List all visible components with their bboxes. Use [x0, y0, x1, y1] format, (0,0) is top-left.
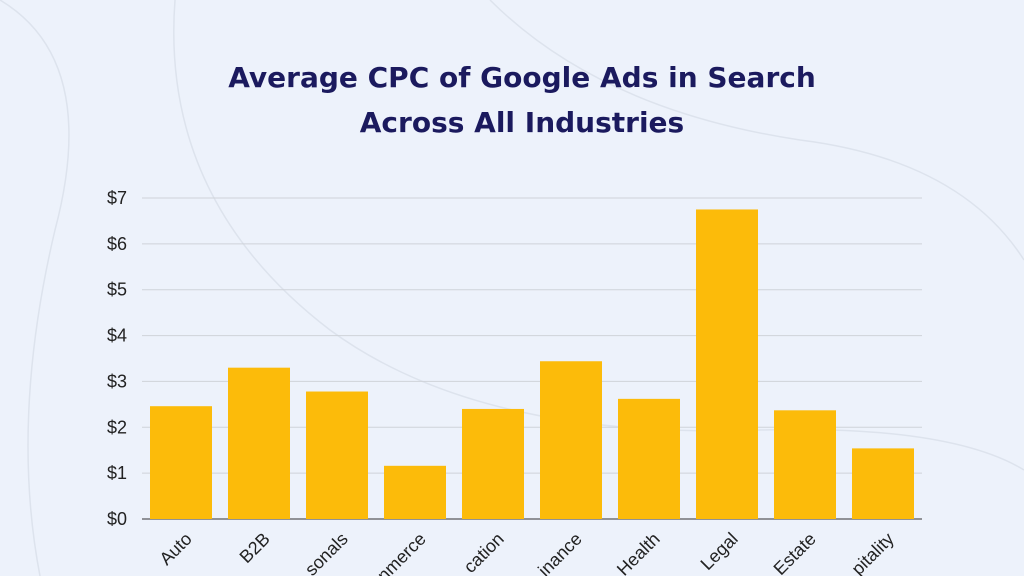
x-tick-label: Estate — [770, 529, 820, 576]
bar — [306, 391, 368, 519]
y-tick-label: $6 — [107, 234, 127, 254]
bar — [852, 448, 914, 519]
x-tick-label: sonals — [301, 529, 352, 576]
y-tick-label: $0 — [107, 509, 127, 529]
x-tick-label: Auto — [156, 529, 196, 569]
x-tick-label: inance — [534, 529, 586, 576]
x-tick-label: Health — [613, 529, 664, 576]
bar — [462, 408, 524, 519]
x-tick-label: Legal — [697, 529, 742, 574]
x-tick-label: B2B — [236, 529, 274, 567]
bars — [150, 209, 914, 519]
bar — [618, 398, 680, 519]
bar — [384, 465, 446, 519]
bar — [228, 367, 290, 519]
bar — [696, 209, 758, 519]
y-axis-ticks: $0 $1 $2 $3 $4 $5 $6 $7 — [107, 188, 127, 529]
y-tick-label: $7 — [107, 188, 127, 208]
y-tick-label: $3 — [107, 371, 127, 391]
x-tick-label: nmerce — [373, 529, 430, 576]
x-axis-labels: Auto B2B sonals nmerce cation inance Health Leg… — [156, 529, 898, 576]
bar — [540, 361, 602, 519]
x-tick-label: cation — [460, 529, 508, 576]
bar — [150, 406, 212, 519]
chart-title-line-2: Across All Industries — [359, 106, 685, 139]
y-tick-label: $5 — [107, 280, 127, 300]
chart-title: Average CPC of Google Ads in Search Acro… — [0, 55, 1024, 145]
y-tick-label: $4 — [107, 326, 127, 346]
y-tick-label: $2 — [107, 417, 127, 437]
bar — [774, 410, 836, 519]
x-tick-label: pitality — [848, 529, 898, 576]
chart-title-line-1: Average CPC of Google Ads in Search — [228, 61, 816, 94]
y-tick-label: $1 — [107, 463, 127, 483]
